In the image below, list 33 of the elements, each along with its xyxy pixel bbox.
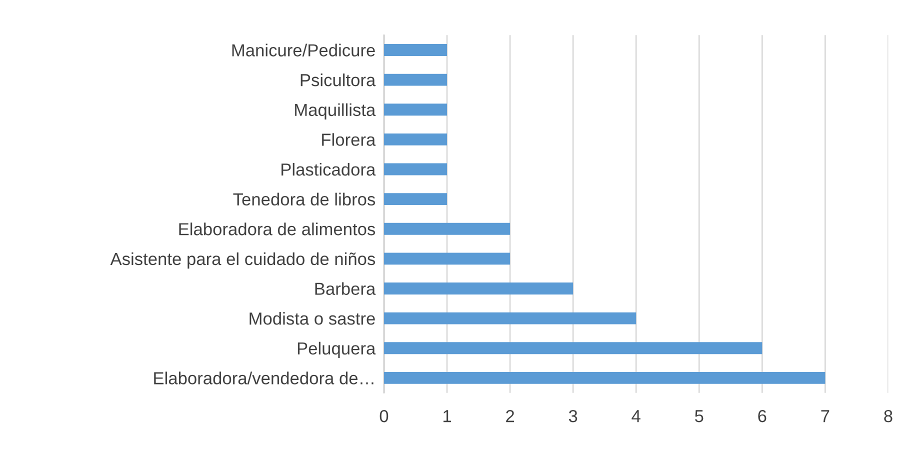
y-tick-label: Asistente para el cuidado de niños — [110, 252, 376, 269]
y-tick-label: Barbera — [315, 282, 376, 295]
bar — [384, 312, 636, 324]
y-tick-label: Elaboradora/vendedora de… — [154, 372, 374, 384]
bar — [384, 133, 448, 146]
bar — [384, 372, 826, 384]
bar — [384, 44, 448, 56]
x-tick-label: 1 — [444, 410, 451, 422]
x-tick-label: 4 — [632, 410, 640, 422]
y-tick-label: Tenedora de libros — [233, 192, 376, 206]
x-tick-label: 7 — [821, 410, 830, 422]
bar — [384, 252, 510, 265]
y-tick-label: Plasticadora — [282, 162, 376, 176]
y-tick-label: Peluquera — [298, 342, 376, 358]
bar — [384, 104, 448, 116]
x-tick-label: 0 — [380, 410, 388, 422]
bar — [384, 193, 448, 206]
bar — [384, 163, 448, 176]
x-tick-label: 3 — [568, 410, 578, 422]
y-tick-label: Florera — [322, 133, 376, 146]
y-tick-label: Elaboradora de alimentos — [179, 222, 376, 236]
y-tick-label: Manicure/Pedicure — [232, 44, 375, 56]
y-tick-label: Maquillista — [295, 103, 376, 120]
bar — [384, 282, 574, 294]
bar — [384, 342, 762, 354]
x-tick-label: 6 — [758, 410, 766, 422]
x-tick-label: 5 — [695, 410, 704, 422]
x-tick-label: 8 — [884, 410, 892, 422]
y-tick-label: Modista o sastre — [250, 312, 375, 325]
x-tick-label: 2 — [506, 410, 514, 422]
bar — [384, 222, 510, 235]
bar — [384, 74, 448, 86]
y-tick-label: Psicultora — [300, 74, 376, 86]
